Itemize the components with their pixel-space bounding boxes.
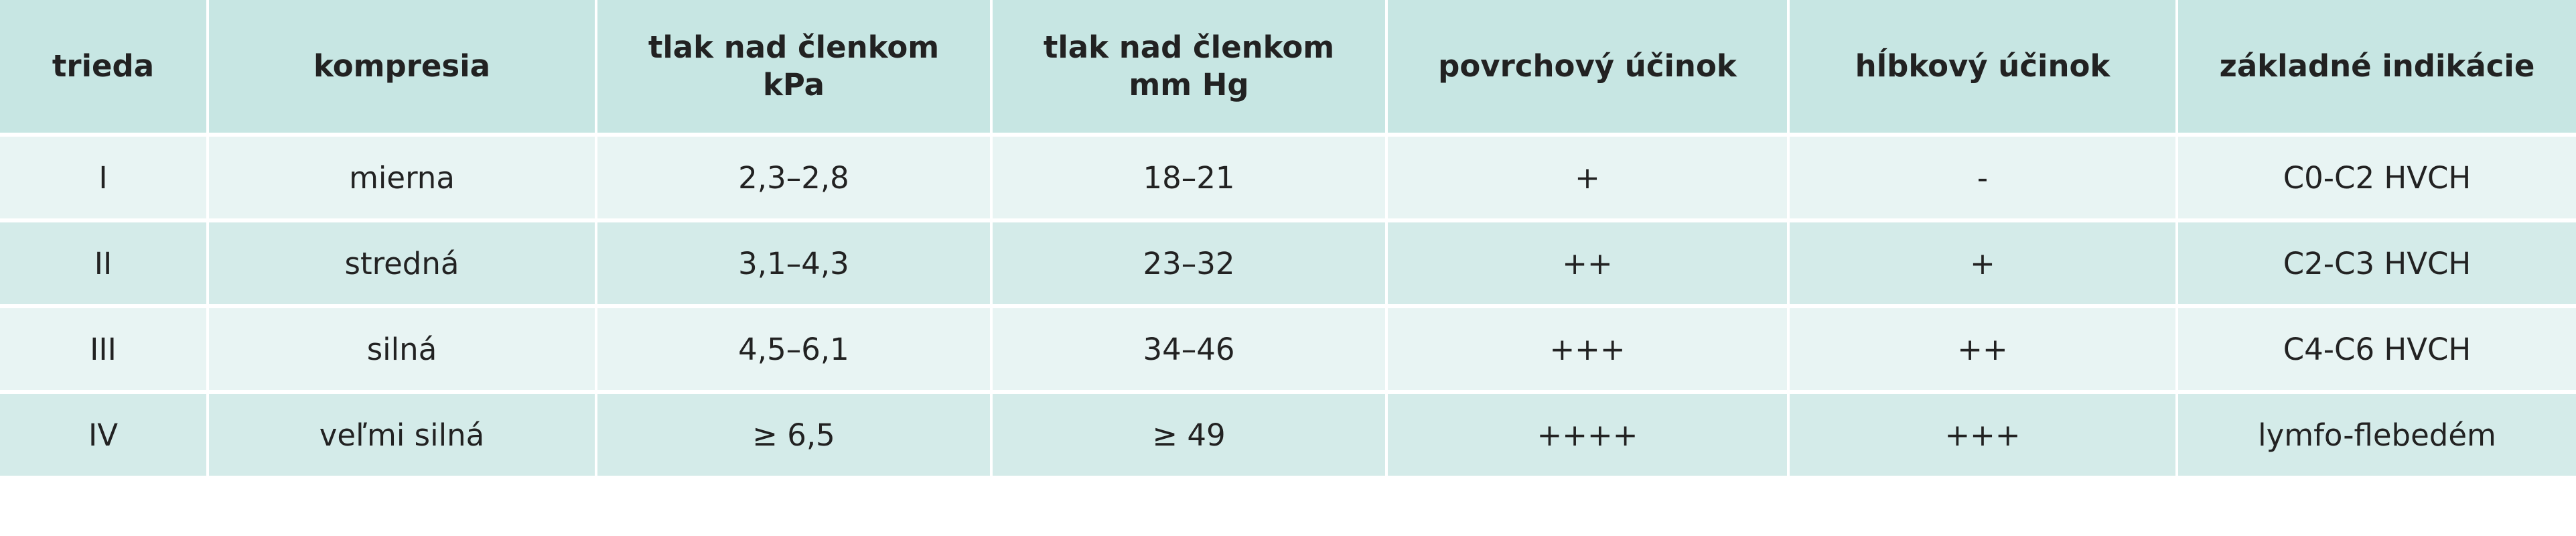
cell-hlbkovy-ucinok: +++ <box>1788 390 2178 476</box>
header-hlbkovy-ucinok: hĺbkový účinok <box>1788 0 2178 135</box>
cell-tlak-mmhg: 23–32 <box>991 218 1388 306</box>
table-body: I mierna 2,3–2,8 18–21 + - C0-C2 HVCH II… <box>0 133 2576 476</box>
header-povrchovy-ucinok: povrchový účinok <box>1386 0 1790 135</box>
header-tlak-mmhg: tlak nad členkom mm Hg <box>991 0 1388 135</box>
compression-classes-table-container: trieda kompresia tlak nad členkom kPa tl… <box>0 0 2576 476</box>
cell-tlak-kpa: ≥ 6,5 <box>596 390 993 476</box>
table-row: I mierna 2,3–2,8 18–21 + - C0-C2 HVCH <box>0 133 2576 220</box>
header-zakladne-indikacie: základné indikácie <box>2177 0 2576 135</box>
header-row: trieda kompresia tlak nad členkom kPa tl… <box>0 0 2576 135</box>
cell-povrchovy-ucinok: +++ <box>1386 304 1790 392</box>
cell-trieda: III <box>0 304 209 392</box>
cell-povrchovy-ucinok: ++ <box>1386 218 1790 306</box>
header-tlak-kpa: tlak nad členkom kPa <box>596 0 993 135</box>
cell-zakladne-indikacie: C4-C6 HVCH <box>2177 304 2576 392</box>
cell-tlak-kpa: 4,5–6,1 <box>596 304 993 392</box>
cell-povrchovy-ucinok: ++++ <box>1386 390 1790 476</box>
table-row: III silná 4,5–6,1 34–46 +++ ++ C4-C6 HVC… <box>0 304 2576 392</box>
cell-zakladne-indikacie: C2-C3 HVCH <box>2177 218 2576 306</box>
cell-trieda: II <box>0 218 209 306</box>
cell-tlak-mmhg: ≥ 49 <box>991 390 1388 476</box>
cell-kompresia: veľmi silná <box>208 390 597 476</box>
cell-tlak-kpa: 2,3–2,8 <box>596 133 993 220</box>
cell-trieda: IV <box>0 390 209 476</box>
table-header: trieda kompresia tlak nad členkom kPa tl… <box>0 0 2576 135</box>
cell-kompresia: silná <box>208 304 597 392</box>
cell-tlak-mmhg: 34–46 <box>991 304 1388 392</box>
cell-hlbkovy-ucinok: ++ <box>1788 304 2178 392</box>
cell-povrchovy-ucinok: + <box>1386 133 1790 220</box>
table-row: II stredná 3,1–4,3 23–32 ++ + C2-C3 HVCH <box>0 218 2576 306</box>
header-kompresia: kompresia <box>208 0 597 135</box>
table-row: IV veľmi silná ≥ 6,5 ≥ 49 ++++ +++ lymfo… <box>0 390 2576 476</box>
cell-hlbkovy-ucinok: + <box>1788 218 2178 306</box>
cell-tlak-kpa: 3,1–4,3 <box>596 218 993 306</box>
cell-zakladne-indikacie: C0-C2 HVCH <box>2177 133 2576 220</box>
cell-hlbkovy-ucinok: - <box>1788 133 2178 220</box>
cell-trieda: I <box>0 133 209 220</box>
cell-kompresia: stredná <box>208 218 597 306</box>
cell-zakladne-indikacie: lymfo-flebedém <box>2177 390 2576 476</box>
cell-tlak-mmhg: 18–21 <box>991 133 1388 220</box>
compression-classes-table: trieda kompresia tlak nad členkom kPa tl… <box>0 0 2576 476</box>
cell-kompresia: mierna <box>208 133 597 220</box>
header-trieda: trieda <box>0 0 209 135</box>
